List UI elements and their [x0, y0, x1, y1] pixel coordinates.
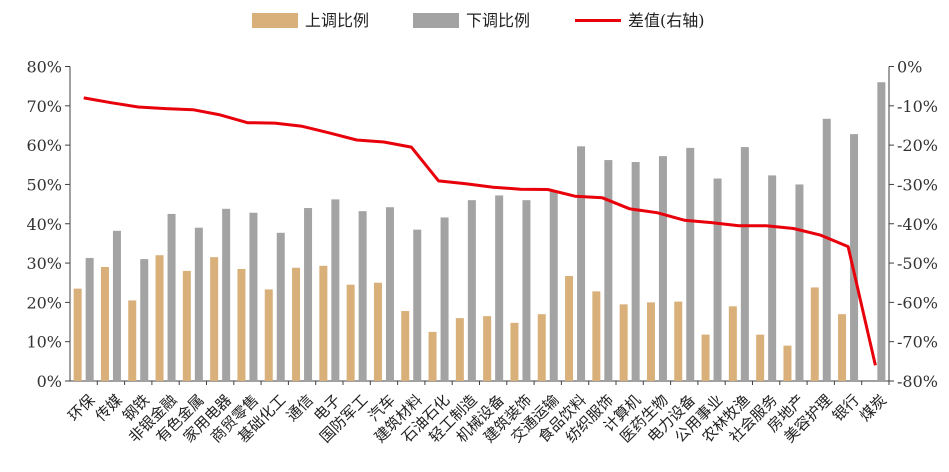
bar-down: [358, 211, 367, 381]
bar-up: [319, 265, 328, 381]
bar-up: [592, 291, 601, 381]
bar-up: [565, 276, 574, 381]
right-tick-label: -60%: [897, 293, 938, 312]
x-tick-label: 通信: [283, 391, 317, 425]
bar-down: [686, 147, 695, 381]
bar-up: [510, 322, 519, 381]
bar-up: [674, 301, 683, 381]
bar-up: [182, 270, 191, 381]
left-tick-label: 70%: [26, 97, 62, 116]
left-tick-label: 20%: [26, 293, 62, 312]
legend: 上调比例 下调比例 差值(右轴): [252, 11, 705, 30]
bar-up: [292, 267, 301, 381]
bar-down: [713, 178, 722, 381]
bar-down: [385, 207, 394, 381]
bar-down: [331, 199, 340, 381]
bar-up: [373, 282, 382, 381]
bar-down: [495, 195, 504, 381]
bar-down: [467, 200, 476, 381]
x-tick-label: 银行: [829, 391, 863, 425]
bar-up: [619, 304, 628, 381]
x-tick-label: 煤炭: [856, 391, 890, 425]
bar-up: [783, 345, 792, 381]
bar-down: [850, 134, 859, 381]
legend-label-diff: 差值(右轴): [628, 11, 705, 30]
bar-down: [112, 230, 121, 381]
left-tick-label: 60%: [26, 136, 62, 155]
left-tick-label: 80%: [26, 58, 62, 77]
bar-down: [140, 259, 149, 381]
bar-up: [455, 318, 464, 381]
legend-label-down: 下调比例: [466, 11, 530, 30]
left-tick-label: 40%: [26, 215, 62, 234]
bar-up: [701, 334, 710, 381]
bar-down: [604, 160, 613, 381]
bar-up: [210, 257, 219, 381]
left-tick-label: 0%: [37, 372, 62, 391]
bar-down: [740, 147, 749, 381]
bar-down: [631, 162, 640, 381]
bar-down: [440, 217, 449, 381]
right-tick-label: -70%: [897, 333, 938, 352]
bar-up: [483, 316, 492, 381]
bar-up: [428, 331, 437, 381]
bar-down: [413, 229, 422, 381]
right-tick-label: 0%: [897, 58, 922, 77]
bar-up: [401, 311, 410, 381]
bar-down: [658, 156, 667, 381]
diff-line-series: [83, 96, 877, 366]
right-tick-label: -80%: [897, 372, 938, 391]
right-tick-label: -10%: [897, 97, 938, 116]
bar-up: [646, 302, 655, 381]
legend-swatch-down: [413, 13, 459, 28]
bar-down: [795, 184, 804, 381]
legend-label-up: 上调比例: [305, 11, 369, 30]
right-tick-label: -40%: [897, 215, 938, 234]
bar-up: [838, 314, 847, 381]
bars: [73, 82, 886, 382]
bar-up: [155, 255, 164, 381]
bar-up: [756, 334, 765, 381]
bar-down: [194, 227, 203, 381]
bar-down: [222, 208, 231, 381]
bar-up: [100, 266, 109, 381]
bar-up: [728, 306, 737, 381]
left-tick-label: 30%: [26, 254, 62, 273]
bar-down: [577, 146, 586, 381]
x-tick-label: 传媒: [92, 391, 126, 425]
bar-down: [522, 200, 531, 381]
bar-down: [249, 212, 258, 381]
bar-up: [237, 268, 246, 381]
left-tick-label: 10%: [26, 333, 62, 352]
axes: 0% 10% 20% 30% 40% 50% 60% 70% 80% -80% -70% -60% -5…: [26, 58, 938, 392]
bar-up: [128, 300, 137, 381]
x-tick-label: 环保: [64, 391, 98, 425]
bar-down: [877, 82, 886, 381]
bar-up: [537, 314, 546, 381]
right-tick-label: -50%: [897, 254, 938, 273]
bar-down: [822, 118, 831, 382]
legend-swatch-up: [252, 13, 298, 28]
bar-down: [304, 208, 313, 381]
bar-down: [276, 232, 285, 381]
left-tick-label: 50%: [26, 175, 62, 194]
bar-down: [85, 257, 94, 381]
bar-up: [264, 289, 273, 381]
bar-up: [346, 284, 355, 381]
bar-down: [768, 175, 777, 381]
x-tick-labels: 环保传媒钢铁非银金融有色金属家用电器商贸零售基础化工通信电子国防军工汽车建筑材料…: [64, 391, 890, 446]
line-layer: [83, 96, 877, 366]
bar-up: [73, 288, 82, 381]
right-tick-label: -30%: [897, 175, 938, 194]
bar-down: [549, 191, 558, 381]
bar-up: [810, 287, 819, 381]
right-tick-label: -20%: [897, 136, 938, 155]
bar-down: [167, 213, 176, 381]
